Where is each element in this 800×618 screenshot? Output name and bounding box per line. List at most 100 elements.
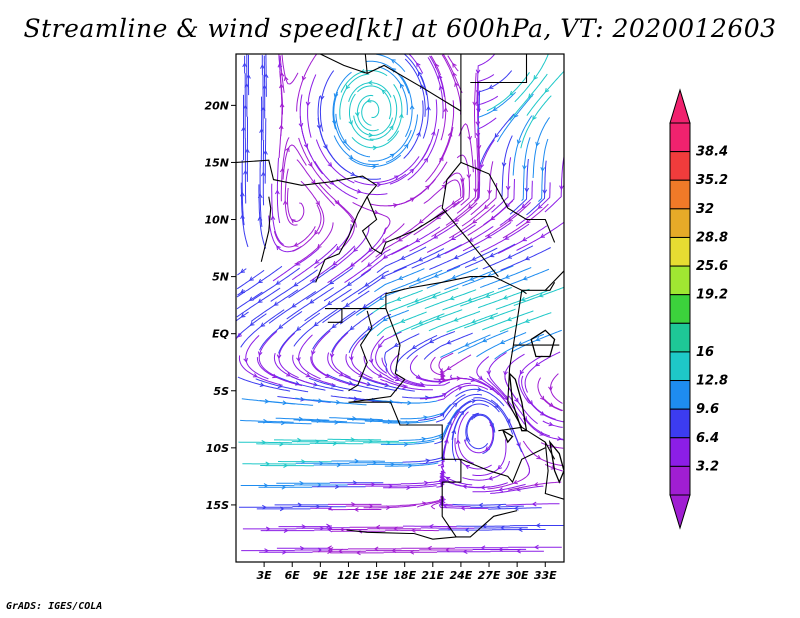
streamline	[462, 222, 512, 252]
country-border	[346, 529, 415, 535]
streamline-arrow	[444, 438, 449, 444]
streamline-arrow	[279, 71, 285, 77]
colorbar-label: 28.8	[696, 230, 728, 245]
streamline-arrow	[475, 69, 481, 75]
colorbar-swatch	[669, 265, 691, 296]
streamline-arrow	[519, 370, 525, 375]
chart-title: Streamline & wind speed[kt] at 600hPa, V…	[23, 14, 777, 43]
country-border	[507, 290, 523, 428]
streamline-arrow	[424, 395, 430, 401]
streamline-arrow	[364, 282, 370, 287]
lake-outline	[501, 429, 514, 444]
country-border	[315, 196, 368, 283]
streamline-arrow	[252, 373, 258, 378]
streamline-arrow	[382, 316, 388, 322]
streamline-arrow	[483, 204, 489, 210]
streamline-arrow	[467, 135, 472, 141]
streamline-arrow	[438, 435, 444, 440]
streamline-arrow	[524, 187, 530, 193]
streamline-arrow	[362, 303, 368, 309]
streamline-arrow	[376, 182, 382, 188]
streamline-arrow	[509, 90, 515, 96]
streamline-arrow	[431, 294, 437, 299]
streamline-arrow	[516, 139, 522, 145]
streamline-arrow	[285, 146, 290, 152]
lat-tick-label: 5N	[212, 271, 229, 284]
country-border	[521, 282, 556, 291]
country-border	[348, 310, 373, 392]
streamline	[281, 54, 299, 85]
streamline-arrow	[373, 209, 379, 215]
colorbar-label: 38.4	[696, 145, 728, 160]
streamline-arrow	[540, 411, 546, 416]
streamline-arrow	[522, 165, 527, 171]
streamline-arrow	[548, 386, 553, 392]
streamline-arrow	[366, 262, 372, 267]
streamline-arrow	[410, 528, 416, 533]
streamline-arrow	[242, 62, 247, 68]
streamline-arrow	[416, 374, 422, 379]
streamline-arrow	[431, 130, 436, 136]
streamline-arrow	[314, 259, 320, 264]
colorbar-swatch	[669, 294, 691, 324]
streamline-arrow	[295, 381, 301, 386]
streamline-arrow	[521, 203, 527, 209]
streamline-arrow	[438, 479, 444, 485]
streamline-arrow	[452, 62, 457, 68]
streamline	[317, 117, 347, 171]
streamline-arrow	[305, 101, 311, 107]
lon-tick-label: 15E	[365, 569, 388, 582]
streamline-arrow	[290, 218, 296, 224]
streamline-arrow	[467, 297, 473, 302]
streamline-arrow	[435, 253, 441, 258]
streamline-arrow	[384, 382, 390, 388]
streamline-arrow	[452, 402, 458, 408]
streamline-arrow	[389, 153, 395, 158]
streamline-arrow	[467, 204, 473, 209]
streamline-arrow	[488, 475, 494, 481]
streamline-arrow	[282, 400, 288, 406]
streamline-arrow	[240, 268, 246, 273]
streamline-arrow	[451, 200, 457, 205]
streamline-arrow	[449, 295, 455, 301]
lat-tick-label: 10N	[204, 214, 229, 227]
streamline	[387, 84, 403, 142]
streamline-arrow	[335, 245, 341, 251]
streamline-arrow	[326, 523, 331, 529]
streamline-arrow	[453, 317, 459, 322]
streamline-arrow	[367, 80, 373, 86]
streamline-arrow	[488, 84, 494, 89]
streamline-arrow	[248, 276, 254, 281]
streamline-arrow	[517, 527, 523, 532]
streamline-arrow	[378, 343, 383, 349]
lon-tick-label: 6E	[285, 569, 301, 582]
colorbar-swatch	[669, 408, 691, 439]
streamline-arrow	[522, 236, 527, 242]
streamline-arrow	[528, 93, 533, 99]
streamline-arrow	[501, 162, 507, 168]
streamline-arrow	[507, 254, 513, 259]
streamline-arrow	[440, 412, 445, 418]
streamline-arrow	[506, 418, 511, 424]
streamline-arrow	[485, 446, 490, 451]
streamline-arrow	[400, 318, 406, 323]
streamline-arrow	[263, 149, 268, 155]
country-border	[544, 270, 564, 291]
streamline-arrow	[316, 124, 322, 130]
streamline-arrow	[381, 89, 387, 95]
streamline-arrow	[536, 454, 542, 460]
streamline	[470, 161, 494, 216]
lake-outline	[508, 371, 528, 432]
streamline-arrow	[460, 505, 466, 511]
colorbar-swatch	[669, 208, 691, 238]
streamline-arrow	[442, 503, 448, 509]
streamline-arrow	[505, 202, 510, 208]
streamline	[273, 352, 317, 386]
streamline-arrow	[441, 392, 447, 398]
lon-tick-label: 33E	[534, 569, 557, 582]
streamline-arrow	[260, 64, 265, 69]
streamline	[353, 115, 393, 136]
colorbar-label: 3.2	[696, 459, 719, 474]
streamline-arrow	[451, 274, 457, 280]
